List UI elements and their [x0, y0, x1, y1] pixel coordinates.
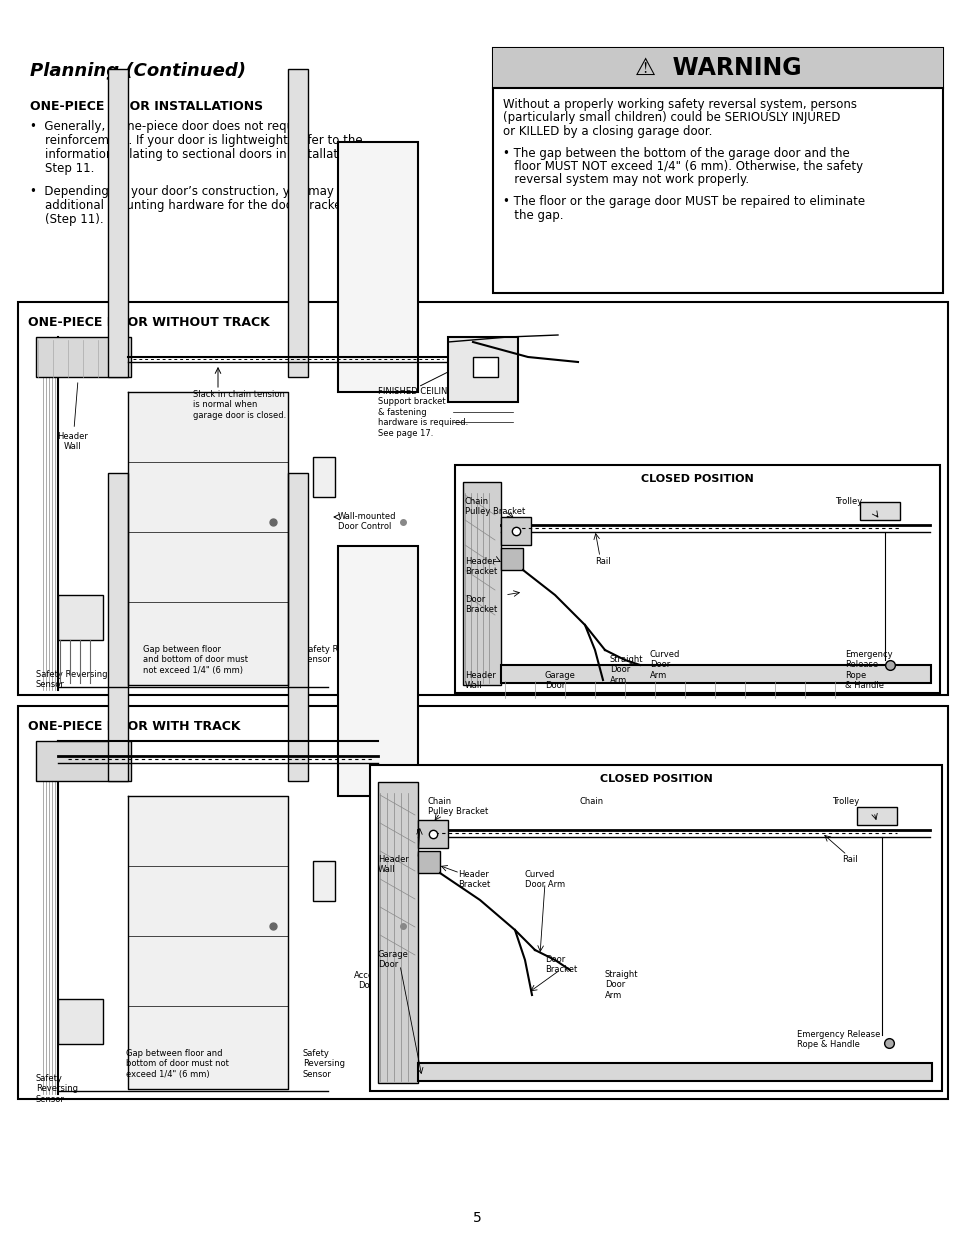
Bar [36, 337, 131, 377]
Text: reversal system may not work properly.: reversal system may not work properly. [502, 173, 748, 186]
Text: ⚠  WARNING: ⚠ WARNING [634, 56, 801, 80]
Text: Emergency Release
Rope & Handle: Emergency Release Rope & Handle [796, 1030, 880, 1050]
Text: CLOSED POSITION: CLOSED POSITION [599, 774, 712, 784]
Bar [473, 357, 497, 377]
Bar [337, 142, 417, 391]
Text: •  Generally, a one-piece door does not require: • Generally, a one-piece door does not r… [30, 120, 309, 133]
Bar [58, 595, 103, 640]
Bar [500, 548, 522, 571]
Text: Header
Wall: Header Wall [57, 383, 89, 452]
Text: Access
Door: Access Door [354, 567, 382, 587]
Text: Chain
Pulley Bracket: Chain Pulley Bracket [428, 797, 488, 816]
Bar [448, 337, 517, 403]
Text: Trolley: Trolley [831, 797, 859, 806]
Polygon shape [128, 391, 288, 685]
Text: Rail: Rail [595, 557, 610, 566]
Bar [493, 48, 942, 88]
Bar [58, 999, 103, 1044]
Text: Safety
Reversing
Sensor: Safety Reversing Sensor [303, 1049, 345, 1079]
Text: information relating to sectional doors in Installation: information relating to sectional doors … [30, 148, 355, 161]
Text: Step 11.: Step 11. [30, 162, 94, 175]
Bar [455, 466, 939, 693]
Text: Door
Bracket: Door Bracket [544, 955, 577, 974]
Bar [288, 69, 308, 377]
Text: Gap between floor and
bottom of door must not
exceed 1/4" (6 mm): Gap between floor and bottom of door mus… [126, 1049, 229, 1079]
Text: Without a properly working safety reversal system, persons: Without a properly working safety revers… [502, 98, 856, 111]
Bar [462, 482, 500, 685]
Text: Chain: Chain [579, 797, 603, 806]
Text: or KILLED by a closing garage door.: or KILLED by a closing garage door. [502, 125, 712, 138]
Bar [417, 1063, 931, 1081]
Text: Straight
Door
Arm: Straight Door Arm [604, 969, 638, 1000]
Bar [337, 546, 417, 797]
Text: Chain
Pulley Bracket: Chain Pulley Bracket [464, 496, 525, 516]
Text: Rail: Rail [841, 855, 857, 864]
Bar [288, 473, 308, 781]
Bar [859, 501, 899, 520]
Text: Header
Wall: Header Wall [464, 671, 496, 690]
Text: additional mounting hardware for the door bracket: additional mounting hardware for the doo… [30, 199, 346, 212]
Bar [370, 764, 941, 1091]
Text: ONE-PIECE DOOR INSTALLATIONS: ONE-PIECE DOOR INSTALLATIONS [30, 100, 263, 112]
Bar [18, 303, 947, 695]
Text: (particularly small children) could be SERIOUSLY INJURED: (particularly small children) could be S… [502, 111, 840, 125]
Text: Access
Door: Access Door [354, 971, 382, 990]
Bar [313, 861, 335, 902]
Text: Motor Unit: Motor Unit [456, 477, 499, 487]
Text: • The gap between the bottom of the garage door and the: • The gap between the bottom of the gara… [502, 147, 849, 159]
Bar [377, 782, 417, 1083]
Text: Header
Wall: Header Wall [377, 855, 409, 874]
Text: floor MUST NOT exceed 1/4" (6 mm). Otherwise, the safety: floor MUST NOT exceed 1/4" (6 mm). Other… [502, 161, 862, 173]
Text: ONE-PIECE DOOR WITH TRACK: ONE-PIECE DOOR WITH TRACK [28, 720, 240, 732]
Bar [36, 741, 131, 781]
Text: 5: 5 [472, 1212, 481, 1225]
Text: Garage
Door: Garage Door [377, 950, 409, 969]
Text: ONE-PIECE DOOR WITHOUT TRACK: ONE-PIECE DOOR WITHOUT TRACK [28, 315, 270, 329]
Text: reinforcement. If your door is lightweight, refer to the: reinforcement. If your door is lightweig… [30, 135, 362, 147]
Text: Curved
Door Arm: Curved Door Arm [524, 869, 564, 889]
Bar [18, 706, 947, 1099]
Text: Gap between floor
and bottom of door must
not exceed 1/4" (6 mm): Gap between floor and bottom of door mus… [143, 645, 248, 674]
Text: Door
Bracket: Door Bracket [464, 595, 497, 614]
Text: • The floor or the garage door MUST be repaired to eliminate: • The floor or the garage door MUST be r… [502, 195, 864, 207]
Text: CLOSED POSITION: CLOSED POSITION [640, 474, 753, 484]
Text: Curved
Door
Arm: Curved Door Arm [649, 650, 679, 679]
Text: Safety Reversing
Sensor: Safety Reversing Sensor [36, 671, 108, 689]
Bar [493, 48, 942, 293]
Text: (Step 11).: (Step 11). [30, 212, 104, 226]
Text: Trolley: Trolley [834, 496, 862, 506]
Bar [417, 851, 439, 873]
Text: Emergency
Release
Rope
& Handle: Emergency Release Rope & Handle [844, 650, 892, 690]
Text: Safety Reversing
Sensor: Safety Reversing Sensor [303, 645, 375, 664]
Text: Safety
Reversing
Sensor: Safety Reversing Sensor [36, 1074, 78, 1104]
Bar [417, 820, 448, 848]
Text: the gap.: the gap. [502, 209, 563, 221]
Bar [313, 457, 335, 496]
Text: Planning (Continued): Planning (Continued) [30, 62, 246, 80]
Text: Garage
Door: Garage Door [544, 671, 576, 690]
Bar [500, 664, 930, 683]
Bar [108, 473, 128, 781]
Text: •  Depending on your door’s construction, you may need: • Depending on your door’s construction,… [30, 185, 367, 198]
Polygon shape [128, 797, 288, 1089]
Text: Header
Bracket: Header Bracket [464, 557, 497, 577]
Text: Straight
Door
Arm: Straight Door Arm [609, 655, 643, 684]
Text: Slack in chain tension
is normal when
garage door is closed.: Slack in chain tension is normal when ga… [193, 390, 286, 420]
Text: Wall-mounted
Door Control: Wall-mounted Door Control [337, 513, 396, 531]
Bar [108, 69, 128, 377]
Bar [500, 517, 531, 545]
Text: Header
Bracket: Header Bracket [457, 869, 490, 889]
Text: FINISHED CEILING
Support bracket
& fastening
hardware is required.
See page 17.: FINISHED CEILING Support bracket & faste… [377, 387, 468, 437]
Bar [856, 806, 896, 825]
